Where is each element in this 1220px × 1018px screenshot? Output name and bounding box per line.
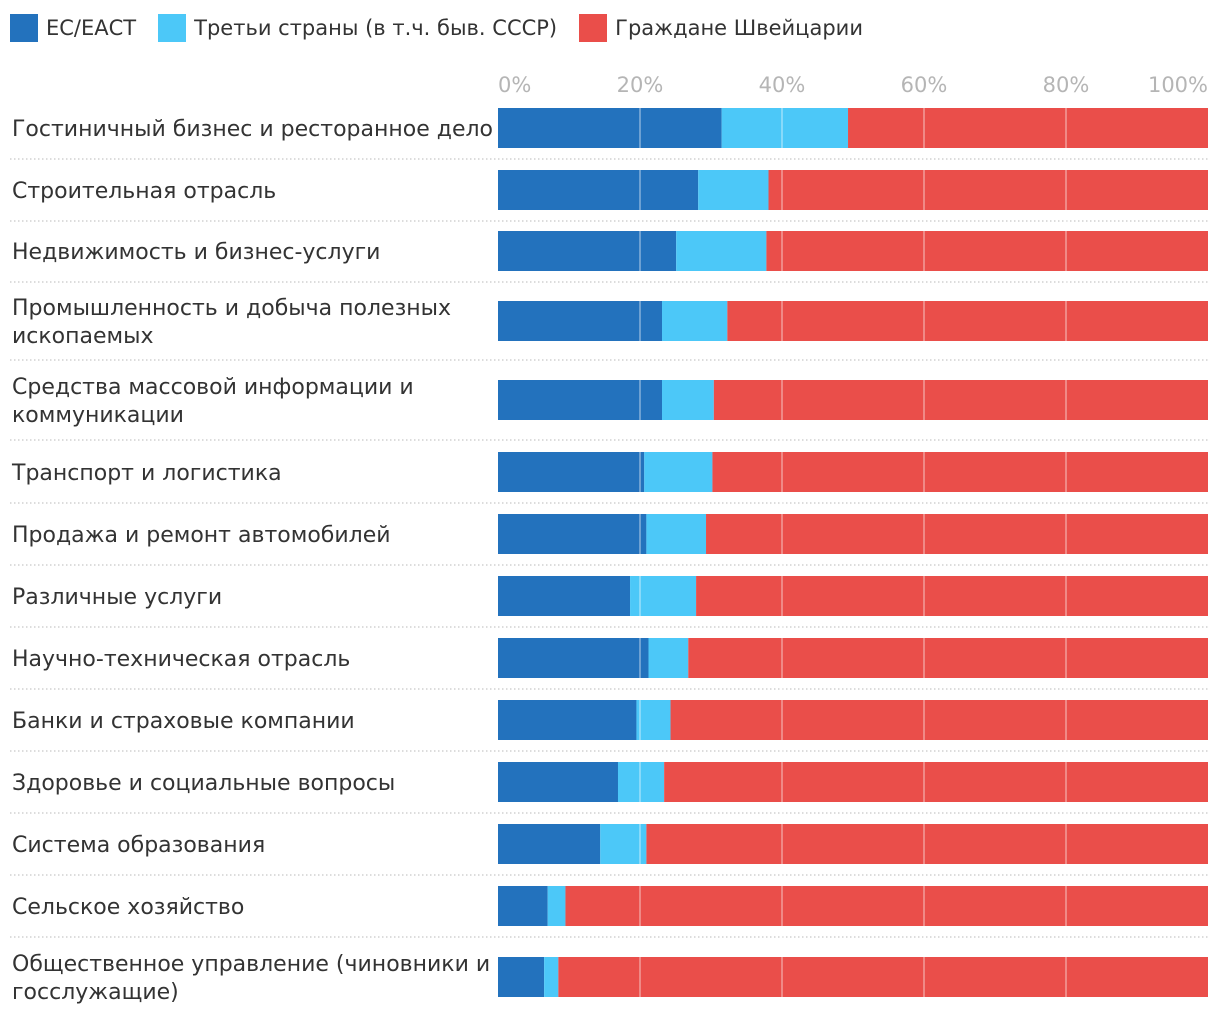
bar-segment <box>688 638 1208 678</box>
legend-item: ЕС/ЕАСТ <box>10 14 136 42</box>
bar-segment <box>648 638 689 678</box>
legend-swatch <box>10 14 38 42</box>
bar-segment <box>498 638 649 678</box>
bar-segment <box>498 700 637 740</box>
bar-segment <box>713 380 1208 420</box>
x-tick-label: 40% <box>759 73 806 97</box>
bar-segment <box>547 886 566 926</box>
category-label: Банки и страховые компании <box>12 709 355 734</box>
bar-segment <box>662 301 728 341</box>
bar-segment <box>498 886 548 926</box>
bar-segment <box>712 452 1208 492</box>
category-label: Общественное управление (чиновники и госс… <box>12 952 490 1005</box>
bar-segment <box>498 957 545 997</box>
category-label: Транспорт и логистика <box>11 461 282 486</box>
x-tick-label: 60% <box>901 73 948 97</box>
bar-segment <box>646 514 707 554</box>
bar-segment <box>498 824 601 864</box>
bar-segment <box>646 824 1208 864</box>
bar-segment <box>768 170 1208 210</box>
bar-segment <box>662 380 714 420</box>
bar-segment <box>498 231 677 271</box>
x-tick-label: 100% <box>1148 73 1208 97</box>
category-label: Промышленность и добыча полезных ископаем… <box>12 296 451 349</box>
category-label: Различные услуги <box>12 585 222 610</box>
category-label: Недвижимость и бизнес-услуги <box>12 240 380 265</box>
bar-segment <box>617 762 665 802</box>
legend-swatch <box>158 14 187 42</box>
legend-item: Третьи страны (в т.ч. быв. СССР) <box>158 14 557 42</box>
legend: ЕС/ЕАСТ Третьи страны (в т.ч. быв. СССР) Г… <box>10 12 885 44</box>
bar-segment <box>600 824 647 864</box>
bar-segment <box>848 108 1208 148</box>
bar-segment <box>498 108 722 148</box>
legend-item: Граждане Швейцарии <box>579 14 863 42</box>
bar-segment <box>558 957 1208 997</box>
category-label: Здоровье и социальные вопросы <box>12 771 395 796</box>
bar-segment <box>498 576 631 616</box>
bar-segment <box>706 514 1208 554</box>
category-label: Продажа и ремонт автомобилей <box>12 523 391 548</box>
category-label: Научно-техническая отрасль <box>12 647 350 672</box>
bar-segment <box>498 762 618 802</box>
bar-segment <box>498 170 699 210</box>
legend-swatch <box>579 14 608 42</box>
bar-segment <box>636 700 671 740</box>
bar-segment <box>498 514 647 554</box>
bar-segment <box>544 957 559 997</box>
bar-segment <box>698 170 769 210</box>
bar-segment <box>676 231 767 271</box>
category-label: Строительная отрасль <box>12 179 276 204</box>
category-label: Средства массовой информации и коммуникац… <box>12 375 414 428</box>
bar-segment <box>696 576 1208 616</box>
bar-segment <box>664 762 1208 802</box>
x-tick-label: 0% <box>498 73 531 97</box>
bar-segment <box>498 452 645 492</box>
category-label: Система образования <box>12 833 265 858</box>
bar-segment <box>498 301 663 341</box>
bar-segment <box>644 452 713 492</box>
bar-segment <box>565 886 1208 926</box>
bar-segment <box>766 231 1208 271</box>
category-label: Гостиничный бизнес и ресторанное дело <box>12 117 493 142</box>
bar-segment <box>721 108 849 148</box>
category-label: Сельское хозяйство <box>12 895 244 920</box>
bar-segment <box>630 576 697 616</box>
legend-label: Граждане Швейцарии <box>615 16 863 40</box>
bar-segment <box>670 700 1208 740</box>
bar-segment <box>498 380 663 420</box>
x-tick-label: 20% <box>617 73 664 97</box>
legend-label: ЕС/ЕАСТ <box>46 16 137 40</box>
legend-label: Третьи страны (в т.ч. быв. СССР) <box>194 16 558 40</box>
bar-segment <box>727 301 1208 341</box>
x-tick-label: 80% <box>1043 73 1090 97</box>
